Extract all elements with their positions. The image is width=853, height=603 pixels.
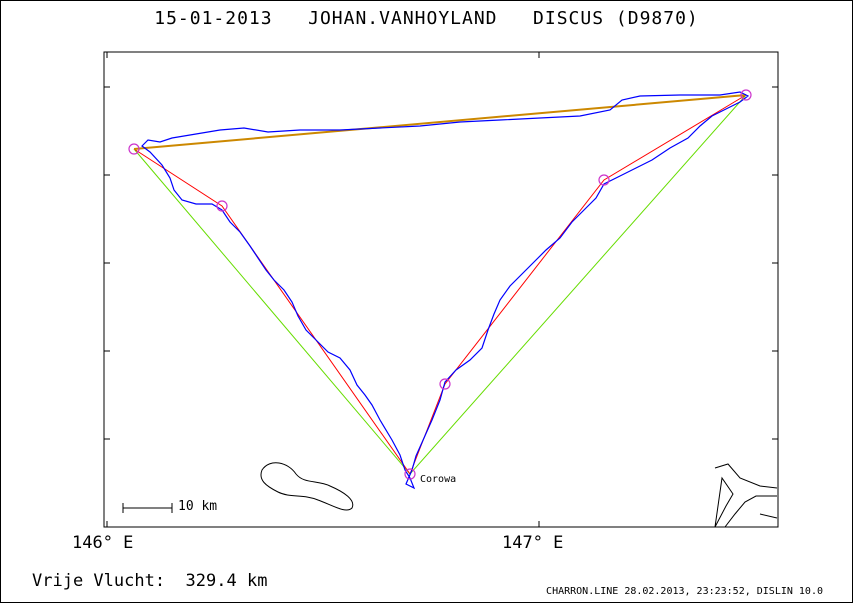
- turnpoint-marker: [128, 143, 140, 155]
- pilot-name: JOHAN.VANHOYLAND: [308, 8, 498, 29]
- distance-value: 329.4 km: [185, 571, 268, 591]
- scale-bar: [122, 503, 173, 513]
- lake-outline: [260, 462, 354, 511]
- turnpoint-marker: [740, 89, 752, 101]
- turnpoint-marker: [598, 174, 610, 186]
- glider-name: DISCUS (D9870): [533, 8, 699, 29]
- footer-credit: CHARRON.LINE 28.02.2013, 23:23:52, DISLI…: [546, 586, 823, 597]
- axis-ticks: [104, 52, 778, 527]
- closing-leg: [133, 94, 747, 475]
- page-title: 15-01-2013 JOHAN.VANHOYLAND DISCUS (D987…: [0, 8, 853, 29]
- river-outline: [714, 463, 778, 528]
- turnpoints: [128, 89, 752, 480]
- turnpoint-marker: [216, 200, 228, 212]
- scale-label: 10 km: [178, 499, 218, 514]
- task-legs: [133, 94, 747, 476]
- flight-date: 15-01-2013: [154, 8, 273, 29]
- distance-result: Vrije Vlucht: 329.4 km: [32, 571, 267, 591]
- map-area: [103, 51, 779, 528]
- distance-label: Vrije Vlucht:: [32, 571, 166, 591]
- x-axis-label-147: 147° E: [502, 533, 564, 553]
- turnpoint-marker: [404, 468, 416, 480]
- main-leg: [133, 94, 747, 150]
- x-axis-label-146: 146° E: [72, 533, 134, 553]
- flight-track: [141, 91, 750, 490]
- turnpoint-marker: [439, 378, 451, 390]
- town-label: Corowa: [420, 474, 457, 485]
